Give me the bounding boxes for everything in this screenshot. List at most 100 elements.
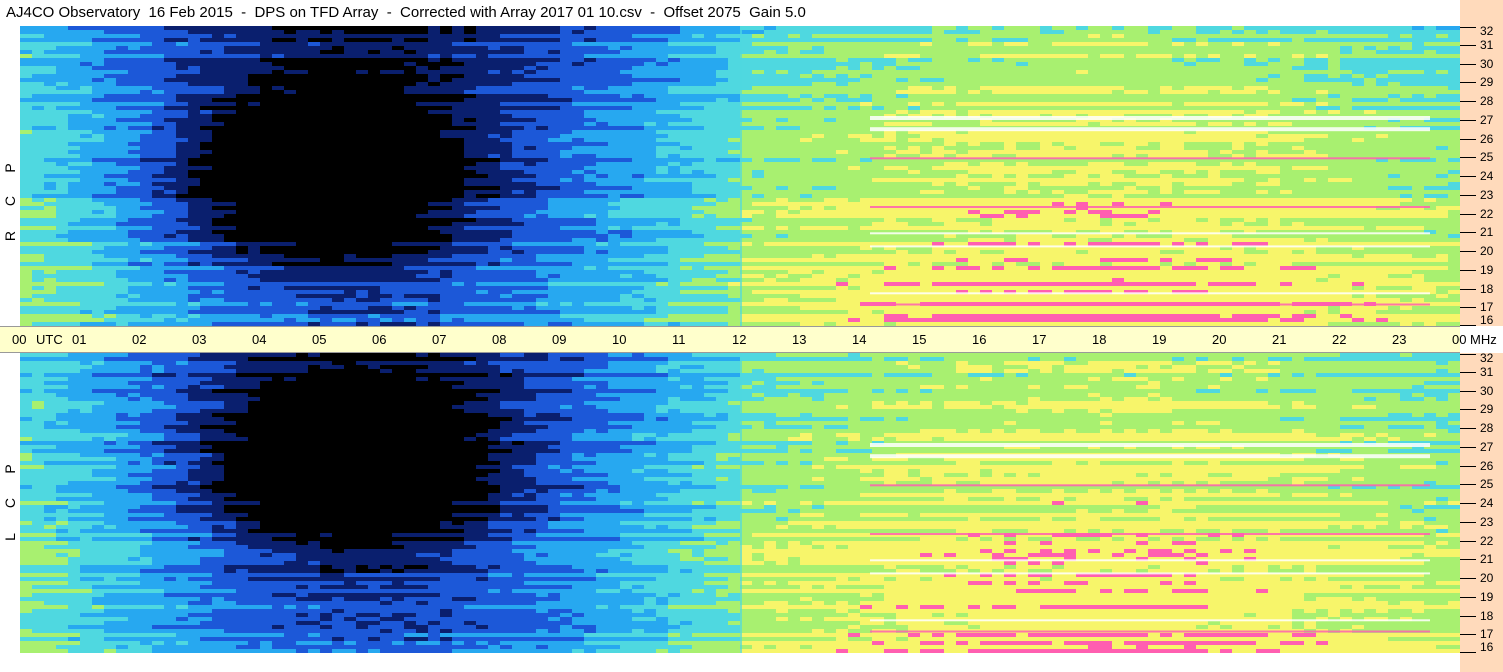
heatmap-cell — [572, 90, 585, 95]
heatmap-cell — [248, 118, 261, 123]
heatmap-cell — [1364, 150, 1377, 155]
heatmap-cell — [356, 182, 369, 187]
heatmap-cell — [1172, 102, 1185, 107]
heatmap-cell — [164, 66, 177, 71]
heatmap-cell — [284, 34, 297, 39]
heatmap-cell — [692, 186, 705, 191]
heatmap-cell — [1100, 66, 1113, 71]
heatmap-cell — [1172, 166, 1185, 171]
heatmap-cell — [1028, 158, 1041, 163]
heatmap-cell — [896, 26, 909, 31]
heatmap-cell — [476, 126, 489, 131]
heatmap-cell — [476, 58, 489, 63]
heatmap-cell — [152, 114, 165, 119]
heatmap-cell — [1088, 74, 1101, 79]
heatmap-cell — [1040, 50, 1053, 55]
heatmap-cell — [1196, 98, 1209, 103]
heatmap-cell — [1076, 86, 1089, 91]
heatmap-cell — [476, 114, 489, 119]
heatmap-cell — [740, 74, 753, 79]
heatmap-cell — [1256, 102, 1269, 107]
heatmap-cell — [176, 150, 189, 155]
heatmap-cell — [1208, 154, 1221, 159]
heatmap-cell — [1436, 74, 1449, 79]
heatmap-cell — [392, 190, 405, 195]
heatmap-cell — [152, 42, 165, 47]
heatmap-cell — [128, 118, 141, 123]
heatmap-cell — [1424, 142, 1437, 147]
heatmap-cell — [1136, 106, 1149, 111]
heatmap-cell — [248, 106, 261, 111]
heatmap-cell — [656, 78, 669, 83]
heatmap-cell — [1268, 178, 1281, 183]
heatmap-cell — [980, 30, 993, 35]
heatmap-cell — [1244, 170, 1257, 175]
heatmap-cell — [344, 42, 357, 47]
heatmap-cell — [992, 106, 1005, 111]
heatmap-cell — [1100, 38, 1113, 43]
heatmap-cell — [488, 58, 501, 63]
heatmap-cell — [632, 66, 645, 71]
heatmap-cell — [20, 106, 33, 111]
heatmap-cell — [1004, 186, 1017, 191]
heatmap-cell — [344, 146, 357, 151]
heatmap-cell — [944, 58, 957, 63]
heatmap-cell — [1364, 26, 1377, 31]
heatmap-cell — [1244, 98, 1257, 103]
heatmap-cell — [680, 70, 693, 75]
heatmap-cell — [1316, 134, 1329, 139]
heatmap-cell — [380, 54, 393, 59]
heatmap-cell — [1016, 142, 1029, 147]
heatmap-cell — [956, 26, 969, 31]
heatmap-cell — [1328, 54, 1341, 59]
heatmap-cell — [1160, 178, 1173, 183]
heatmap-cell — [1376, 62, 1389, 67]
heatmap-cell — [584, 50, 597, 55]
heatmap-cell — [620, 170, 633, 175]
heatmap-cell — [356, 154, 369, 159]
heatmap-cell — [548, 54, 561, 59]
heatmap-cell — [104, 98, 117, 103]
heatmap-cell — [1340, 86, 1353, 91]
heatmap-cell — [1088, 66, 1101, 71]
heatmap-cell — [644, 142, 657, 147]
heatmap-cell — [1244, 142, 1257, 147]
heatmap-cell — [1340, 58, 1353, 63]
heatmap-cell — [80, 138, 93, 143]
heatmap-cell — [512, 182, 525, 187]
heatmap-cell — [80, 182, 93, 187]
chart-title: AJ4CO Observatory 16 Feb 2015 - DPS on T… — [0, 0, 1460, 26]
heatmap-cell — [1256, 162, 1269, 167]
heatmap-cell — [404, 30, 417, 35]
heatmap-cell — [920, 94, 933, 99]
heatmap-cell — [1436, 122, 1449, 127]
heatmap-cell — [1412, 98, 1425, 103]
heatmap-cell — [932, 30, 945, 35]
heatmap-cell — [1400, 106, 1413, 111]
heatmap-cell — [416, 62, 429, 67]
heatmap-cell — [836, 158, 849, 163]
heatmap-cell — [1280, 158, 1293, 163]
heatmap-cell — [1172, 38, 1185, 43]
heatmap-cell — [968, 134, 981, 139]
heatmap-cell — [884, 78, 897, 83]
heatmap-cell — [848, 142, 861, 147]
heatmap-cell — [1304, 170, 1317, 175]
heatmap-cell — [128, 78, 141, 83]
heatmap-cell — [680, 178, 693, 183]
heatmap-cell — [1028, 170, 1041, 175]
heatmap-cell — [524, 174, 537, 179]
heatmap-cell — [68, 98, 81, 103]
heatmap-cell — [872, 186, 885, 191]
heatmap-cell — [1328, 106, 1341, 111]
heatmap-cell — [1376, 178, 1389, 183]
heatmap-cell — [1412, 78, 1425, 83]
heatmap-cell — [1268, 154, 1281, 159]
heatmap-cell — [1400, 146, 1413, 151]
heatmap-cell — [680, 62, 693, 67]
heatmap-cell — [1364, 46, 1377, 51]
heatmap-cell — [32, 154, 45, 159]
heatmap-cell — [176, 30, 189, 35]
heatmap-cell — [1376, 154, 1389, 159]
heatmap-cell — [932, 78, 945, 83]
